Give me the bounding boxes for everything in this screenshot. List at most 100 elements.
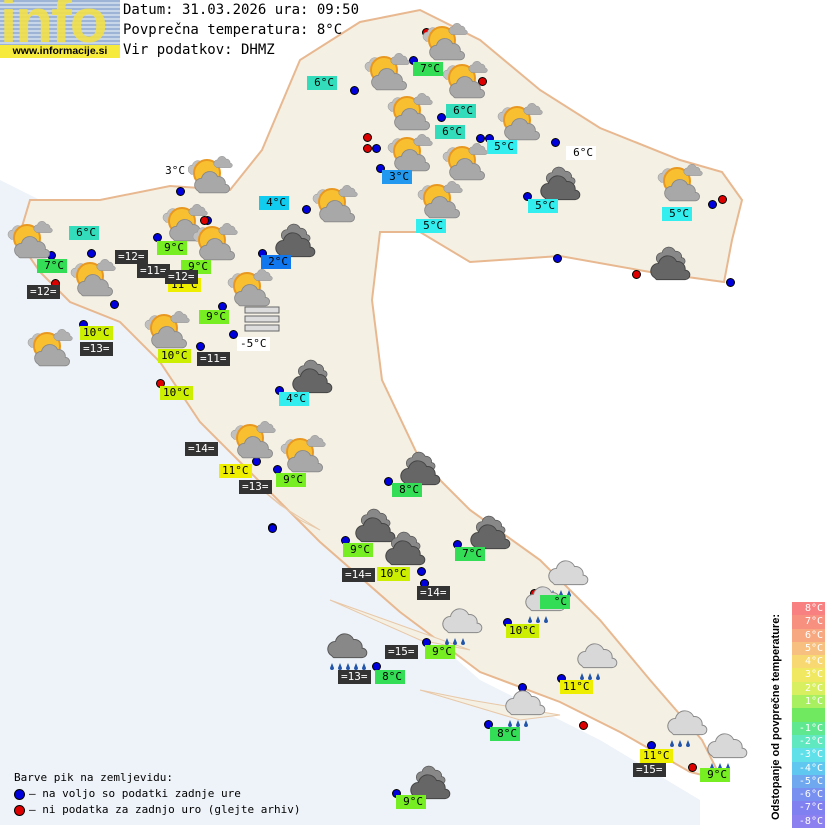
- air-temperature-label[interactable]: 7°C: [455, 547, 485, 561]
- air-temperature-label[interactable]: 5°C: [528, 199, 558, 213]
- air-temperature-label[interactable]: 7°C: [37, 259, 67, 273]
- sea-temperature-label[interactable]: =11=: [197, 352, 230, 366]
- air-temperature-label[interactable]: 6°C: [435, 125, 465, 139]
- air-temperature-label[interactable]: 10°C: [377, 567, 410, 581]
- sea-temperature-label[interactable]: =11=: [137, 264, 170, 278]
- station-dot-blue[interactable]: [376, 164, 385, 173]
- air-temperature-label[interactable]: 5°C: [662, 207, 692, 221]
- station-dot-blue[interactable]: [437, 113, 446, 122]
- station-dot-blue[interactable]: [484, 720, 493, 729]
- air-temperature-label[interactable]: 9°C: [157, 241, 187, 255]
- station-dot-red[interactable]: [363, 133, 372, 142]
- air-temperature-label[interactable]: 3°C: [158, 164, 188, 178]
- station-dot-blue[interactable]: [350, 86, 359, 95]
- sea-temperature-label[interactable]: =13=: [239, 480, 272, 494]
- air-temperature-label[interactable]: 11°C: [560, 680, 593, 694]
- partly-cloudy-icon: [278, 434, 326, 474]
- air-temperature-label[interactable]: 10°C: [160, 386, 193, 400]
- sea-temperature-label[interactable]: =12=: [115, 250, 148, 264]
- air-temperature-label[interactable]: 3°C: [382, 170, 412, 184]
- scale-step: 4°C: [792, 655, 825, 669]
- station-dot-blue[interactable]: [302, 205, 311, 214]
- air-temperature-label[interactable]: 2°C: [261, 255, 291, 269]
- overcast-icon: [535, 163, 583, 203]
- station-dot-blue[interactable]: [384, 477, 393, 486]
- sea-temperature-label[interactable]: =13=: [80, 342, 113, 356]
- air-temperature-label[interactable]: 9°C: [343, 543, 373, 557]
- air-temperature-label[interactable]: 7°C: [413, 62, 443, 76]
- station-dot-red[interactable]: [718, 195, 727, 204]
- station-dot-red[interactable]: [200, 216, 209, 225]
- air-temperature-label[interactable]: 4°C: [259, 196, 289, 210]
- station-dot-blue[interactable]: [476, 134, 485, 143]
- station-dot-red[interactable]: [688, 763, 697, 772]
- air-temperature-label[interactable]: 6°C: [566, 146, 596, 160]
- station-dot-blue[interactable]: [726, 278, 735, 287]
- air-temperature-label[interactable]: 11°C: [219, 464, 252, 478]
- air-temperature-label[interactable]: 6°C: [307, 76, 337, 90]
- air-temperature-label[interactable]: 8°C: [490, 727, 520, 741]
- scale-step: 7°C: [792, 615, 825, 629]
- scale-step: [792, 708, 825, 722]
- station-dot-blue[interactable]: [229, 330, 238, 339]
- air-temperature-label[interactable]: 6°C: [446, 104, 476, 118]
- partly-cloudy-icon: [225, 268, 273, 308]
- station-dot-blue[interactable]: [196, 342, 205, 351]
- sea-temperature-label[interactable]: =15=: [385, 645, 418, 659]
- partly-cloudy-icon: [415, 180, 463, 220]
- air-temperature-label[interactable]: 5°C: [416, 219, 446, 233]
- air-temperature-label[interactable]: 4°C: [279, 392, 309, 406]
- air-temperature-label[interactable]: -5°C: [237, 337, 270, 351]
- station-dot-blue[interactable]: [372, 144, 381, 153]
- sea-temperature-label[interactable]: =14=: [185, 442, 218, 456]
- air-temperature-label[interactable]: 9°C: [396, 795, 426, 809]
- air-temperature-label[interactable]: 9°C: [700, 768, 730, 782]
- station-dot-blue[interactable]: [708, 200, 717, 209]
- sea-temperature-label[interactable]: =12=: [165, 270, 198, 284]
- station-dot-red[interactable]: [632, 270, 641, 279]
- air-temperature-label[interactable]: 8°C: [392, 483, 422, 497]
- sea-temperature-label[interactable]: =14=: [342, 568, 375, 582]
- blue-dot-icon: [14, 788, 25, 800]
- station-dot-blue[interactable]: [551, 138, 560, 147]
- station-dot-red[interactable]: [579, 721, 588, 730]
- air-temperature-label[interactable]: 10°C: [80, 326, 113, 340]
- air-temperature-label[interactable]: 6°C: [69, 226, 99, 240]
- sea-temperature-label[interactable]: =13=: [338, 670, 371, 684]
- air-temperature-label[interactable]: 10°C: [506, 624, 539, 638]
- station-dot-red[interactable]: [363, 144, 372, 153]
- logo-url[interactable]: www.informacije.si: [0, 45, 120, 58]
- station-dot-blue[interactable]: [176, 187, 185, 196]
- partly-cloudy-icon: [185, 155, 233, 195]
- legend-available-text: – na voljo so podatki zadnje ure: [29, 787, 241, 800]
- station-dot-blue[interactable]: [268, 524, 277, 533]
- average-temperature: Povprečna temperatura: 8°C: [123, 22, 343, 38]
- croatia-territory: [16, 8, 744, 782]
- air-temperature-label[interactable]: 10°C: [158, 349, 191, 363]
- air-temperature-label[interactable]: 9°C: [276, 473, 306, 487]
- partly-cloudy-icon: [440, 142, 488, 182]
- partly-cloudy-icon: [5, 220, 53, 260]
- scale-step: 5°C: [792, 641, 825, 656]
- scale-step: -3°C: [792, 748, 825, 762]
- station-dot-blue[interactable]: [523, 192, 532, 201]
- air-temperature-label[interactable]: 11°C: [640, 749, 673, 763]
- partly-cloudy-icon: [362, 52, 410, 92]
- air-temperature-label[interactable]: 8°C: [375, 670, 405, 684]
- station-dot-blue[interactable]: [87, 249, 96, 258]
- legend-missing-text: – ni podatka za zadnjo uro (glejte arhiv…: [29, 803, 301, 816]
- air-temperature-label[interactable]: °C: [540, 595, 570, 609]
- sea-temperature-label[interactable]: =12=: [27, 285, 60, 299]
- legend-available: – na voljo so podatki zadnje ure: [14, 786, 301, 802]
- air-temperature-label[interactable]: 9°C: [199, 310, 229, 324]
- sea-temperature-label[interactable]: =14=: [417, 586, 450, 600]
- station-dot-blue[interactable]: [110, 300, 119, 309]
- air-temperature-label[interactable]: 5°C: [487, 140, 517, 154]
- station-dot-red[interactable]: [478, 77, 487, 86]
- station-dot-blue[interactable]: [553, 254, 562, 263]
- air-temperature-label[interactable]: 9°C: [425, 645, 455, 659]
- station-dot-blue[interactable]: [417, 567, 426, 576]
- site-logo[interactable]: info www.informacije.si: [0, 0, 120, 58]
- sea-temperature-label[interactable]: =15=: [633, 763, 666, 777]
- rain-icon: [500, 690, 548, 730]
